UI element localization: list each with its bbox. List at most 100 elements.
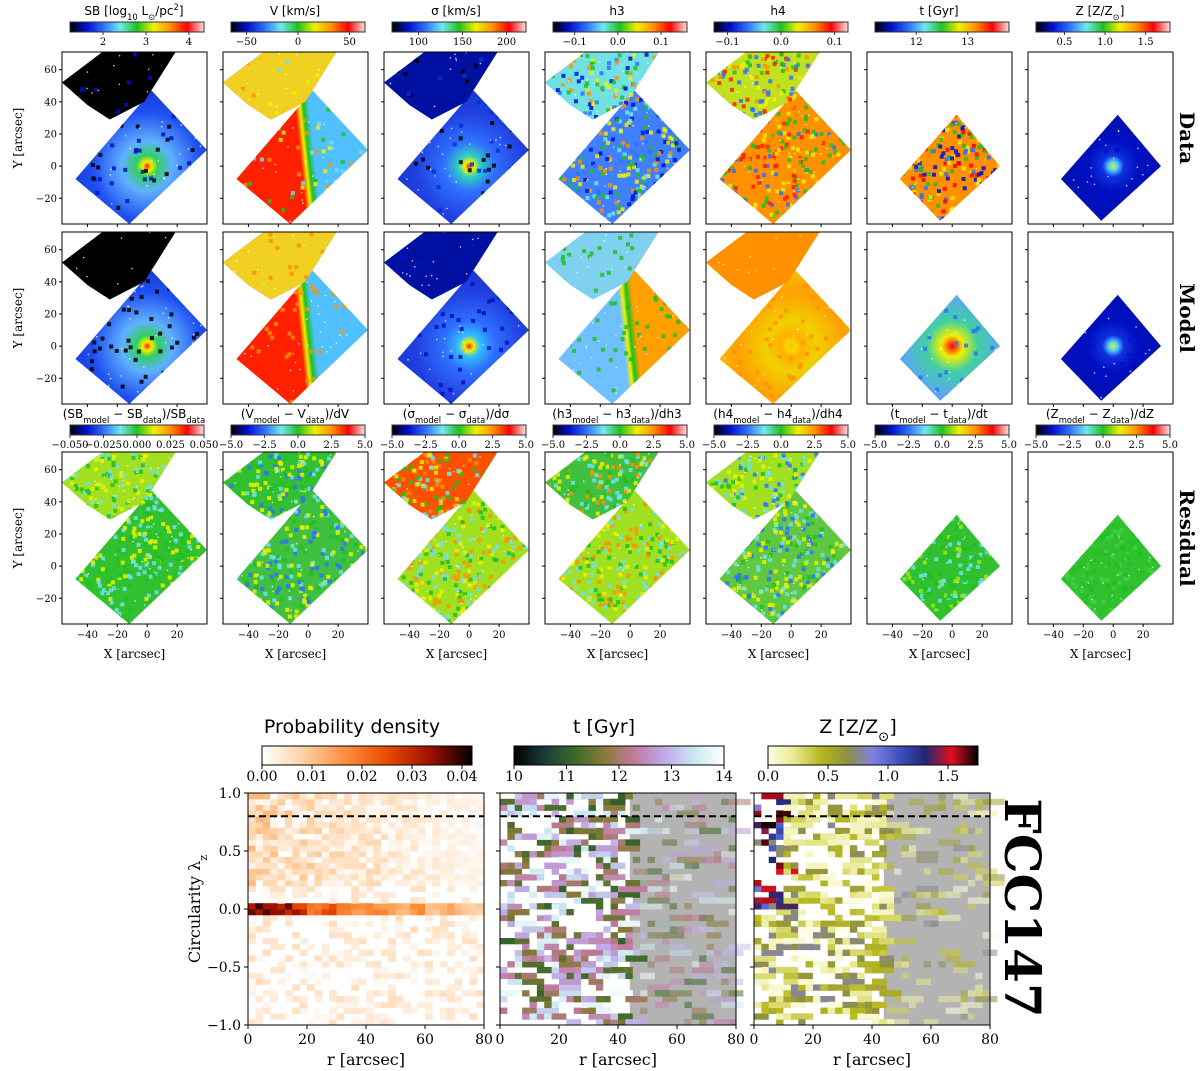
bin-cell <box>79 577 84 582</box>
bin-cell <box>125 481 130 486</box>
bin-cell <box>111 604 116 609</box>
bin-cell <box>180 556 185 561</box>
bin-cell <box>191 562 196 567</box>
bin-cell <box>909 201 914 206</box>
bin-cell <box>923 186 928 191</box>
spaxel-marker <box>1145 402 1147 404</box>
bin-cell <box>65 337 70 342</box>
bin-cell <box>979 65 983 69</box>
bin-cell <box>103 488 108 493</box>
spaxel-marker <box>1048 316 1050 318</box>
bin-cell <box>1129 114 1134 118</box>
bin-cell <box>716 146 721 151</box>
spaxel-marker <box>589 256 592 259</box>
bin-cell <box>996 163 1001 168</box>
spaxel-marker <box>193 188 196 191</box>
bin-cell <box>804 150 809 155</box>
bin-cell <box>275 245 280 250</box>
bin-cell <box>110 580 115 585</box>
bin-cell <box>902 212 907 217</box>
spaxel-marker <box>526 94 529 97</box>
spaxel-marker <box>503 274 506 277</box>
bin-cell <box>740 402 745 405</box>
bin-cell <box>415 114 420 119</box>
bin-cell <box>124 249 129 254</box>
bin-cell <box>272 521 277 526</box>
bin-cell <box>716 211 721 216</box>
bin-cell <box>301 598 306 603</box>
spaxel-marker <box>637 93 640 95</box>
bin-cell <box>804 168 809 173</box>
colorbar-tick-label: 2.5 <box>646 440 662 451</box>
colorbar-tick-label: 0.0 <box>451 440 467 451</box>
spaxel-marker <box>717 261 720 264</box>
bin-cell <box>794 163 799 168</box>
bin-cell <box>836 82 841 87</box>
spaxel-marker <box>365 556 367 559</box>
bin-cell <box>280 539 285 544</box>
bin-cell <box>121 536 126 541</box>
bin-cell <box>772 97 777 102</box>
bin-cell <box>352 506 357 511</box>
bin-cell <box>129 555 134 560</box>
bin-cell <box>65 491 70 496</box>
colorbar-tick-label: −0.050 <box>51 440 88 451</box>
bin-cell <box>630 188 635 193</box>
bin-cell <box>145 489 150 494</box>
bin-cell <box>762 155 767 160</box>
bin-cell <box>645 129 650 134</box>
bin-cell <box>246 556 251 561</box>
bin-cell <box>332 276 337 281</box>
bin-cell <box>576 188 581 193</box>
bin-cell <box>290 465 295 470</box>
bin-cell <box>624 70 629 75</box>
spaxel-marker <box>1166 137 1168 139</box>
bin-cell <box>728 77 733 82</box>
spaxel-marker <box>443 337 446 340</box>
spaxel-marker <box>712 205 715 208</box>
bin-cell <box>973 95 977 99</box>
bin-cell <box>754 129 759 134</box>
bin-cell <box>229 557 234 562</box>
bin-cell <box>735 213 740 218</box>
spaxel-marker <box>458 325 461 328</box>
bin-cell <box>1137 154 1142 159</box>
bin-cell <box>63 502 68 507</box>
bin-cell <box>187 161 192 166</box>
spaxel-marker <box>434 117 437 120</box>
bin-cell <box>338 478 343 483</box>
bin-cell <box>909 61 913 65</box>
spaxel-marker <box>442 351 444 354</box>
bin-cell <box>802 284 807 289</box>
bin-cell <box>663 74 668 79</box>
spaxel-marker <box>285 87 287 90</box>
bin-cell <box>870 155 874 159</box>
bin-cell <box>246 290 251 295</box>
bin-cell <box>881 149 885 153</box>
spaxel-marker <box>769 117 772 120</box>
bin-cell <box>233 548 238 553</box>
bin-cell <box>582 249 587 254</box>
spaxel-marker <box>68 248 71 250</box>
bin-cell <box>842 125 847 130</box>
spaxel-marker <box>259 317 261 320</box>
bin-cell <box>248 482 253 487</box>
bin-cell <box>684 127 689 132</box>
bin-cell <box>718 74 723 79</box>
bin-cell <box>619 129 624 134</box>
bin-cell <box>591 132 596 137</box>
bin-cell <box>712 184 717 189</box>
bin-cell <box>249 460 254 465</box>
bin-cell <box>749 76 754 81</box>
spaxel-marker <box>1050 333 1052 335</box>
bin-cell <box>132 533 137 538</box>
bin-cell <box>796 131 801 136</box>
spaxel-marker <box>621 107 623 110</box>
spaxel-marker <box>132 498 134 501</box>
bin-cell <box>762 188 767 193</box>
spaxel-marker <box>109 377 112 380</box>
bin-cell <box>724 57 729 62</box>
bin-cell <box>251 483 256 488</box>
bin-cell <box>652 162 657 167</box>
